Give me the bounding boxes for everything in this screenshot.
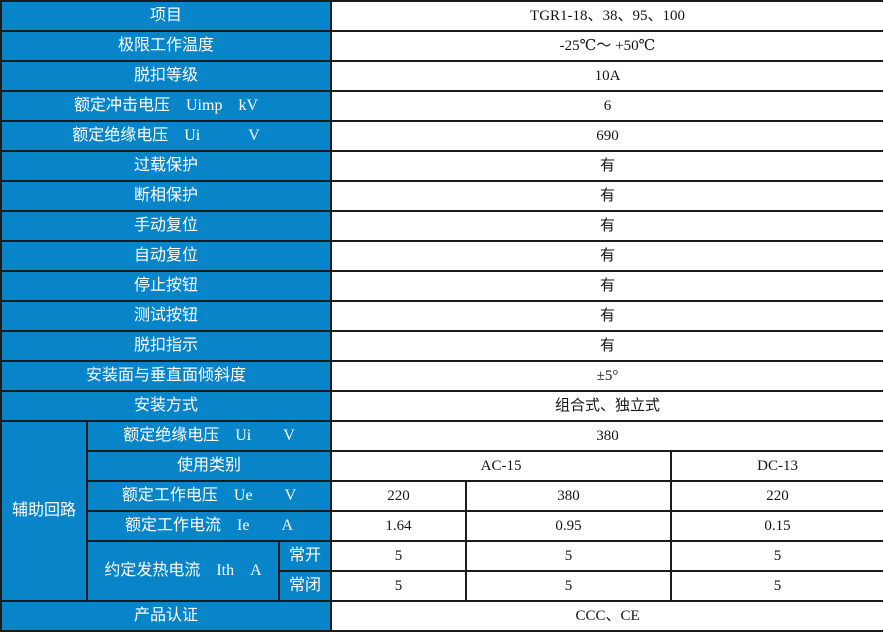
table-row: 脱扣指示 有: [0, 330, 883, 362]
row-value-certification: CCC、CE: [330, 600, 883, 632]
aux-value-no-1: 5: [330, 540, 468, 572]
table-row: 过载保护 有: [0, 150, 883, 182]
row-label-insulation-voltage: 额定绝缘电压 Ui V: [0, 120, 333, 152]
row-value-manual-reset: 有: [330, 210, 883, 242]
row-label-trip-indication: 脱扣指示: [0, 330, 333, 362]
row-label-mounting-type: 安装方式: [0, 390, 333, 422]
table-row-aux: 额定工作电压 Ue V 220 380 220: [1, 480, 883, 512]
table-row: 安装面与垂直面倾斜度 ±5°: [0, 360, 883, 392]
aux-label-utilization-category: 使用类别: [85, 450, 333, 482]
aux-value-category-ac: AC-15: [330, 450, 673, 482]
table-row: 项目 TGR1-18、38、95、100: [0, 0, 883, 32]
aux-value-voltage-2: 380: [465, 480, 673, 512]
aux-value-voltage-3: 220: [670, 480, 883, 512]
row-value-mounting-type: 组合式、独立式: [330, 390, 883, 422]
table-row-aux: 使用类别 AC-15 DC-13: [1, 450, 883, 482]
row-value-auto-reset: 有: [330, 240, 883, 272]
row-value-insulation-voltage: 690: [330, 120, 883, 152]
row-label-impulse-voltage: 额定冲击电压 Uimp kV: [0, 90, 333, 122]
table-row: 停止按钮 有: [0, 270, 883, 302]
table-row: 手动复位 有: [0, 210, 883, 242]
table-row: 额定冲击电压 Uimp kV 6: [0, 90, 883, 122]
aux-label-insulation-voltage: 额定绝缘电压 Ui V: [85, 420, 333, 452]
table-row: 断相保护 有: [0, 180, 883, 212]
row-value-test-button: 有: [330, 300, 883, 332]
aux-value-voltage-1: 220: [330, 480, 468, 512]
aux-value-no-3: 5: [670, 540, 883, 572]
row-value-trip-class: 10A: [330, 60, 883, 92]
table-row: 极限工作温度 -25℃～ +50℃: [0, 30, 883, 62]
row-label-item: 项目: [0, 0, 333, 32]
row-value-impulse-voltage: 6: [330, 90, 883, 122]
row-label-test-button: 测试按钮: [0, 300, 333, 332]
aux-value-nc-1: 5: [330, 570, 468, 602]
row-label-mounting-incline: 安装面与垂直面倾斜度: [0, 360, 333, 392]
row-value-phase-failure-protection: 有: [330, 180, 883, 212]
row-label-certification: 产品认证: [0, 600, 333, 632]
row-value-temp-range: -25℃～ +50℃: [330, 30, 883, 62]
aux-value-current-2: 0.95: [465, 510, 673, 542]
aux-value-nc-2: 5: [465, 570, 673, 602]
aux-label-thermal-current: 约定发热电流 Ith A: [86, 540, 280, 602]
table-row: 额定绝缘电压 Ui V 690: [0, 120, 883, 152]
row-value-model: TGR1-18、38、95、100: [330, 0, 883, 32]
aux-value-nc-3: 5: [670, 570, 883, 602]
table-row-aux: 辅助回路 额定绝缘电压 Ui V 380: [0, 420, 883, 602]
aux-value-no-2: 5: [465, 540, 673, 572]
table-row-aux: 额定工作电流 Ie A 1.64 0.95 0.15: [1, 510, 883, 542]
aux-value-current-3: 0.15: [670, 510, 883, 542]
table-row: 脱扣等级 10A: [0, 60, 883, 92]
row-value-stop-button: 有: [330, 270, 883, 302]
row-value-trip-indication: 有: [330, 330, 883, 362]
aux-value-insulation-voltage: 380: [330, 420, 883, 452]
row-value-mounting-incline: ±5°: [330, 360, 883, 392]
row-label-auto-reset: 自动复位: [0, 240, 333, 272]
table-row: 自动复位 有: [0, 240, 883, 272]
row-label-phase-failure-protection: 断相保护: [0, 180, 333, 212]
table-row: 产品认证 CCC、CE: [0, 600, 883, 632]
row-label-trip-class: 脱扣等级: [0, 60, 333, 92]
row-value-overload-protection: 有: [330, 150, 883, 182]
row-label-stop-button: 停止按钮: [0, 270, 333, 302]
aux-label-working-current: 额定工作电流 Ie A: [85, 510, 333, 542]
aux-value-category-dc: DC-13: [670, 450, 883, 482]
table-row-aux: 常闭 5 5 5: [1, 570, 883, 602]
aux-value-current-1: 1.64: [330, 510, 468, 542]
row-label-overload-protection: 过载保护: [0, 150, 333, 182]
row-label-manual-reset: 手动复位: [0, 210, 333, 242]
table-row: 测试按钮 有: [0, 300, 883, 332]
table-row: 安装方式 组合式、独立式: [0, 390, 883, 422]
aux-label-normally-open: 常开: [277, 540, 333, 572]
aux-label-normally-closed: 常闭: [277, 570, 333, 602]
aux-label-working-voltage: 额定工作电压 Ue V: [85, 480, 333, 512]
aux-group-label: 辅助回路: [0, 420, 88, 602]
row-label-temp-range: 极限工作温度: [0, 30, 333, 62]
table-row-aux: 约定发热电流 Ith A 常开 5 5 5: [1, 540, 883, 602]
